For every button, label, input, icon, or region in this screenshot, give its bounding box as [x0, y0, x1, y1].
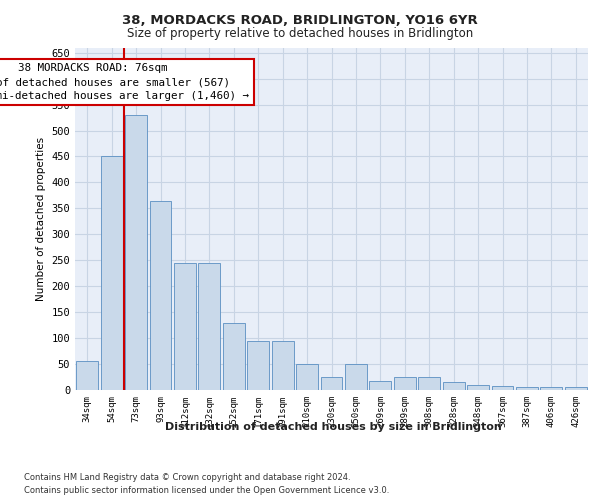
- Bar: [320, 377, 343, 390]
- Bar: [394, 377, 416, 390]
- Bar: [467, 385, 489, 390]
- Bar: [370, 380, 391, 390]
- Text: Size of property relative to detached houses in Bridlington: Size of property relative to detached ho…: [127, 28, 473, 40]
- Bar: [491, 386, 514, 390]
- Bar: [199, 263, 220, 390]
- Bar: [247, 340, 269, 390]
- Bar: [565, 388, 587, 390]
- Text: Contains HM Land Registry data © Crown copyright and database right 2024.: Contains HM Land Registry data © Crown c…: [24, 472, 350, 482]
- Bar: [418, 377, 440, 390]
- Y-axis label: Number of detached properties: Number of detached properties: [36, 136, 46, 301]
- Text: Contains public sector information licensed under the Open Government Licence v3: Contains public sector information licen…: [24, 486, 389, 495]
- Bar: [125, 115, 147, 390]
- Bar: [443, 382, 464, 390]
- Bar: [149, 200, 172, 390]
- Text: 38 MORDACKS ROAD: 76sqm
← 27% of detached houses are smaller (567)
70% of semi-d: 38 MORDACKS ROAD: 76sqm ← 27% of detache…: [0, 63, 249, 101]
- Bar: [541, 388, 562, 390]
- Bar: [516, 387, 538, 390]
- Bar: [101, 156, 122, 390]
- Bar: [272, 340, 293, 390]
- Bar: [223, 322, 245, 390]
- Bar: [76, 362, 98, 390]
- Text: 38, MORDACKS ROAD, BRIDLINGTON, YO16 6YR: 38, MORDACKS ROAD, BRIDLINGTON, YO16 6YR: [122, 14, 478, 27]
- Bar: [296, 364, 318, 390]
- Bar: [174, 263, 196, 390]
- Text: Distribution of detached houses by size in Bridlington: Distribution of detached houses by size …: [164, 422, 502, 432]
- Bar: [345, 364, 367, 390]
